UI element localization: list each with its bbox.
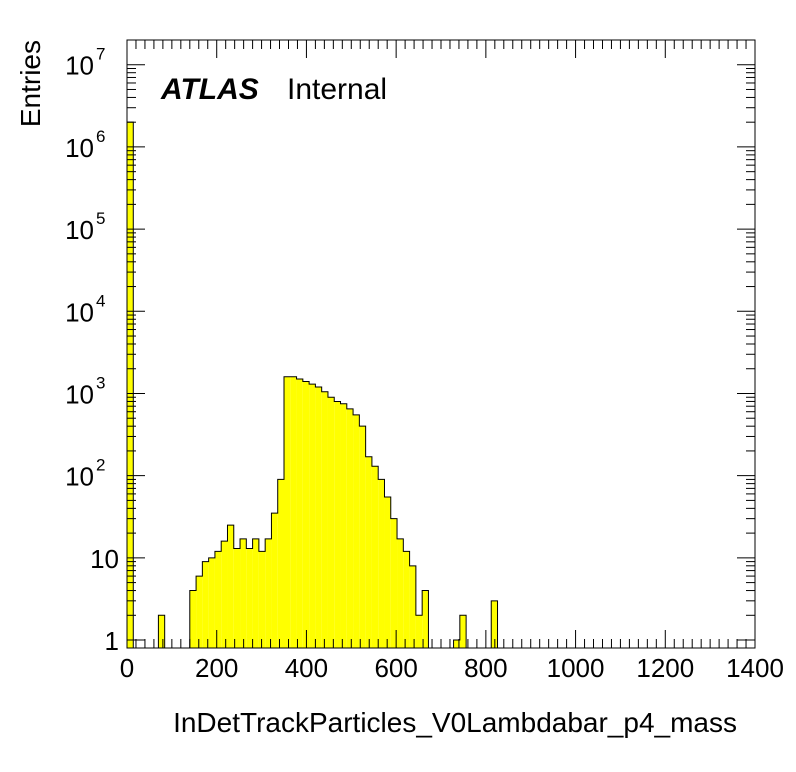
y-tick-label: 10 bbox=[90, 544, 119, 574]
histogram-bar bbox=[340, 403, 347, 648]
histogram-bar bbox=[327, 397, 335, 648]
histogram-bar bbox=[397, 538, 404, 648]
histogram-bar bbox=[359, 426, 366, 648]
histogram-bar bbox=[384, 497, 391, 648]
y-tick-base: 1 bbox=[105, 626, 119, 656]
histogram-bar bbox=[321, 391, 328, 648]
histogram-bar bbox=[252, 538, 259, 648]
y-tick-base: 10 bbox=[90, 544, 119, 574]
y-tick-label: 10 5 bbox=[65, 209, 105, 245]
histogram-bar bbox=[296, 379, 303, 648]
histogram-bar bbox=[491, 600, 498, 648]
histogram-bar bbox=[196, 576, 203, 648]
y-tick-exponent: 3 bbox=[96, 373, 105, 392]
histogram-bars bbox=[126, 121, 499, 648]
atlas-label: ATLAS bbox=[160, 73, 259, 106]
histogram-bar bbox=[277, 479, 284, 648]
y-tick-base: 10 bbox=[65, 51, 94, 81]
histogram-bar bbox=[390, 518, 398, 648]
histogram-bar bbox=[365, 456, 372, 648]
y-tick-exponent: 2 bbox=[96, 456, 105, 475]
y-tick-base: 10 bbox=[65, 462, 94, 492]
x-tick-labels: 0 200 400 600 800 1000 1200 1400 bbox=[120, 653, 784, 683]
histogram-bar bbox=[233, 548, 241, 648]
histogram-bar bbox=[346, 408, 354, 648]
y-tick-label: 10 3 bbox=[65, 373, 105, 409]
histogram-bar bbox=[422, 590, 429, 648]
y-tick-base: 10 bbox=[65, 379, 94, 409]
y-tick-exponent: 7 bbox=[96, 45, 105, 64]
x-tick-label: 400 bbox=[285, 653, 328, 683]
histogram-bar bbox=[334, 401, 341, 648]
histogram-bar bbox=[189, 590, 197, 648]
histogram-bar bbox=[202, 561, 209, 648]
y-tick-exponent: 5 bbox=[96, 209, 105, 228]
x-tick-label: 1400 bbox=[726, 653, 784, 683]
histogram-bar bbox=[309, 384, 316, 648]
y-tick-exponent: 6 bbox=[96, 127, 105, 146]
x-tick-label: 800 bbox=[464, 653, 507, 683]
histogram-bar bbox=[246, 548, 253, 648]
x-tick-label: 0 bbox=[120, 653, 134, 683]
histogram-bar bbox=[221, 541, 228, 648]
histogram-bar bbox=[158, 615, 165, 648]
histogram-bar bbox=[214, 551, 222, 648]
y-tick-exponent: 4 bbox=[96, 291, 105, 310]
x-axis-title: InDetTrackParticles_V0Lambdabar_p4_mass bbox=[173, 707, 737, 738]
axis-ticks bbox=[126, 39, 756, 648]
histogram-bar bbox=[271, 513, 278, 648]
histogram-bar bbox=[378, 479, 385, 648]
histogram-bar bbox=[415, 615, 423, 648]
histogram-bar bbox=[284, 376, 291, 648]
y-tick-base: 10 bbox=[65, 133, 94, 163]
histogram-bar bbox=[127, 122, 134, 648]
x-tick-label: 600 bbox=[374, 653, 417, 683]
y-tick-label: 10 2 bbox=[65, 456, 105, 492]
histogram-bar bbox=[208, 557, 215, 648]
y-tick-label: 10 6 bbox=[65, 127, 105, 163]
histogram-bar bbox=[265, 538, 272, 648]
x-tick-label: 200 bbox=[195, 653, 238, 683]
histogram-bar bbox=[409, 565, 416, 648]
histogram-bar bbox=[453, 640, 460, 648]
x-tick-label: 1000 bbox=[547, 653, 605, 683]
y-tick-label: 10 4 bbox=[65, 291, 105, 327]
y-tick-label: 1 bbox=[105, 626, 119, 656]
y-tick-label: 10 7 bbox=[65, 45, 105, 81]
histogram-bar bbox=[240, 538, 247, 648]
histogram-bar bbox=[290, 376, 297, 648]
x-tick-label: 1200 bbox=[636, 653, 694, 683]
histogram-bar bbox=[459, 615, 467, 648]
histogram-bar bbox=[302, 381, 310, 648]
histogram-bar bbox=[258, 551, 266, 648]
y-tick-base: 10 bbox=[65, 215, 94, 245]
histogram-bar bbox=[403, 551, 410, 648]
histogram-bar bbox=[353, 414, 360, 648]
histogram-bar bbox=[227, 525, 234, 648]
histogram-bar bbox=[371, 466, 379, 648]
plot-frame bbox=[126, 39, 756, 649]
y-tick-base: 10 bbox=[65, 297, 94, 327]
histogram-bar bbox=[315, 386, 322, 648]
y-axis-title: Entries bbox=[15, 40, 46, 127]
internal-label: Internal bbox=[287, 73, 387, 106]
